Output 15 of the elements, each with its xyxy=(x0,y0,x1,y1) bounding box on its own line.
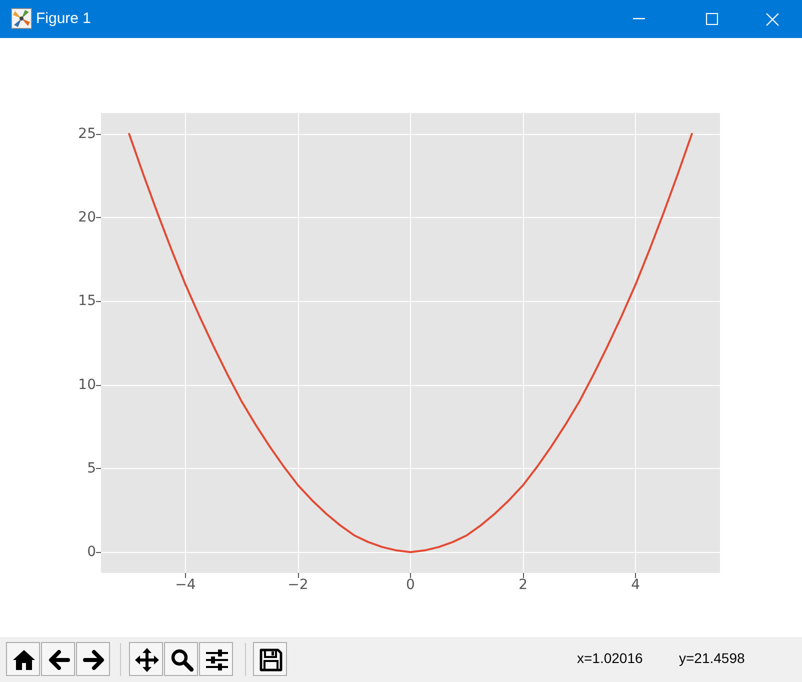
text: y=21.4598 xyxy=(679,650,745,667)
line-series xyxy=(128,132,693,554)
x-tick-label: −4 xyxy=(175,577,196,593)
y-tick-label: 25 xyxy=(78,126,96,142)
y-tick-label: 20 xyxy=(78,210,96,226)
y-tick-label: 15 xyxy=(78,293,96,310)
chart-title: Figure 1 xyxy=(36,10,92,28)
x-tick-label: 2 xyxy=(518,577,528,593)
text: x=1.02016 xyxy=(577,650,643,667)
x-tick-label: 4 xyxy=(631,577,640,593)
y-tick-label: 10 xyxy=(78,376,96,393)
y-tick-label: 5 xyxy=(87,460,96,476)
x-tick-label: 0 xyxy=(406,577,415,593)
y-tick-label: 0 xyxy=(87,544,96,560)
x-tick-label: −2 xyxy=(288,577,308,593)
